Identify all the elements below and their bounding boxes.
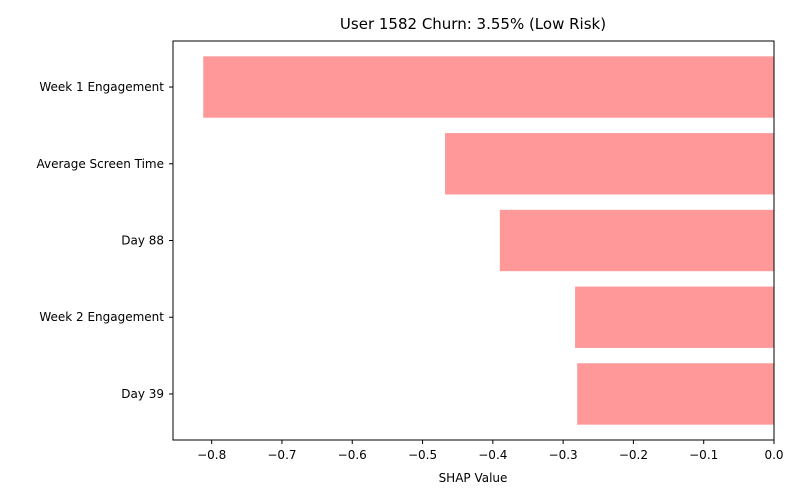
plot-frame	[172, 40, 775, 441]
bar-week-2-engagement	[575, 286, 774, 348]
x-tick-label: −0.8	[197, 448, 226, 462]
y-tick-label: Day 39	[121, 387, 164, 401]
y-tick-label: Day 88	[121, 234, 164, 248]
x-tick-label: −0.1	[689, 448, 718, 462]
x-tick-label: −0.3	[549, 448, 578, 462]
y-tick-label: Week 1 Engagement	[39, 80, 164, 94]
x-tick-label: −0.6	[338, 448, 367, 462]
y-tick-label: Week 2 Engagement	[39, 310, 164, 324]
x-tick-label: −0.2	[619, 448, 648, 462]
y-axis-ticks: Week 1 Engagement Average Screen Time Day …	[36, 80, 173, 401]
bar-week-1-engagement	[203, 56, 775, 118]
bar-day-39	[577, 363, 774, 425]
chart-title: User 1582 Churn: 3.55% (Low Risk)	[340, 15, 606, 33]
bar-day-88	[499, 209, 774, 272]
bar-group	[203, 56, 775, 425]
x-tick-label: −0.7	[267, 448, 296, 462]
x-tick-label: 0.0	[764, 448, 783, 462]
x-tick-label: −0.4	[478, 448, 507, 462]
x-tick-label: −0.5	[408, 448, 437, 462]
x-axis-title: SHAP Value	[439, 471, 508, 485]
y-tick-label: Average Screen Time	[36, 157, 164, 171]
x-axis-ticks: −0.8 −0.7 −0.6 −0.5 −0.4 −0.3 −0.2 −0.1 0.0	[197, 440, 784, 462]
bar-average-screen-time	[445, 133, 774, 195]
